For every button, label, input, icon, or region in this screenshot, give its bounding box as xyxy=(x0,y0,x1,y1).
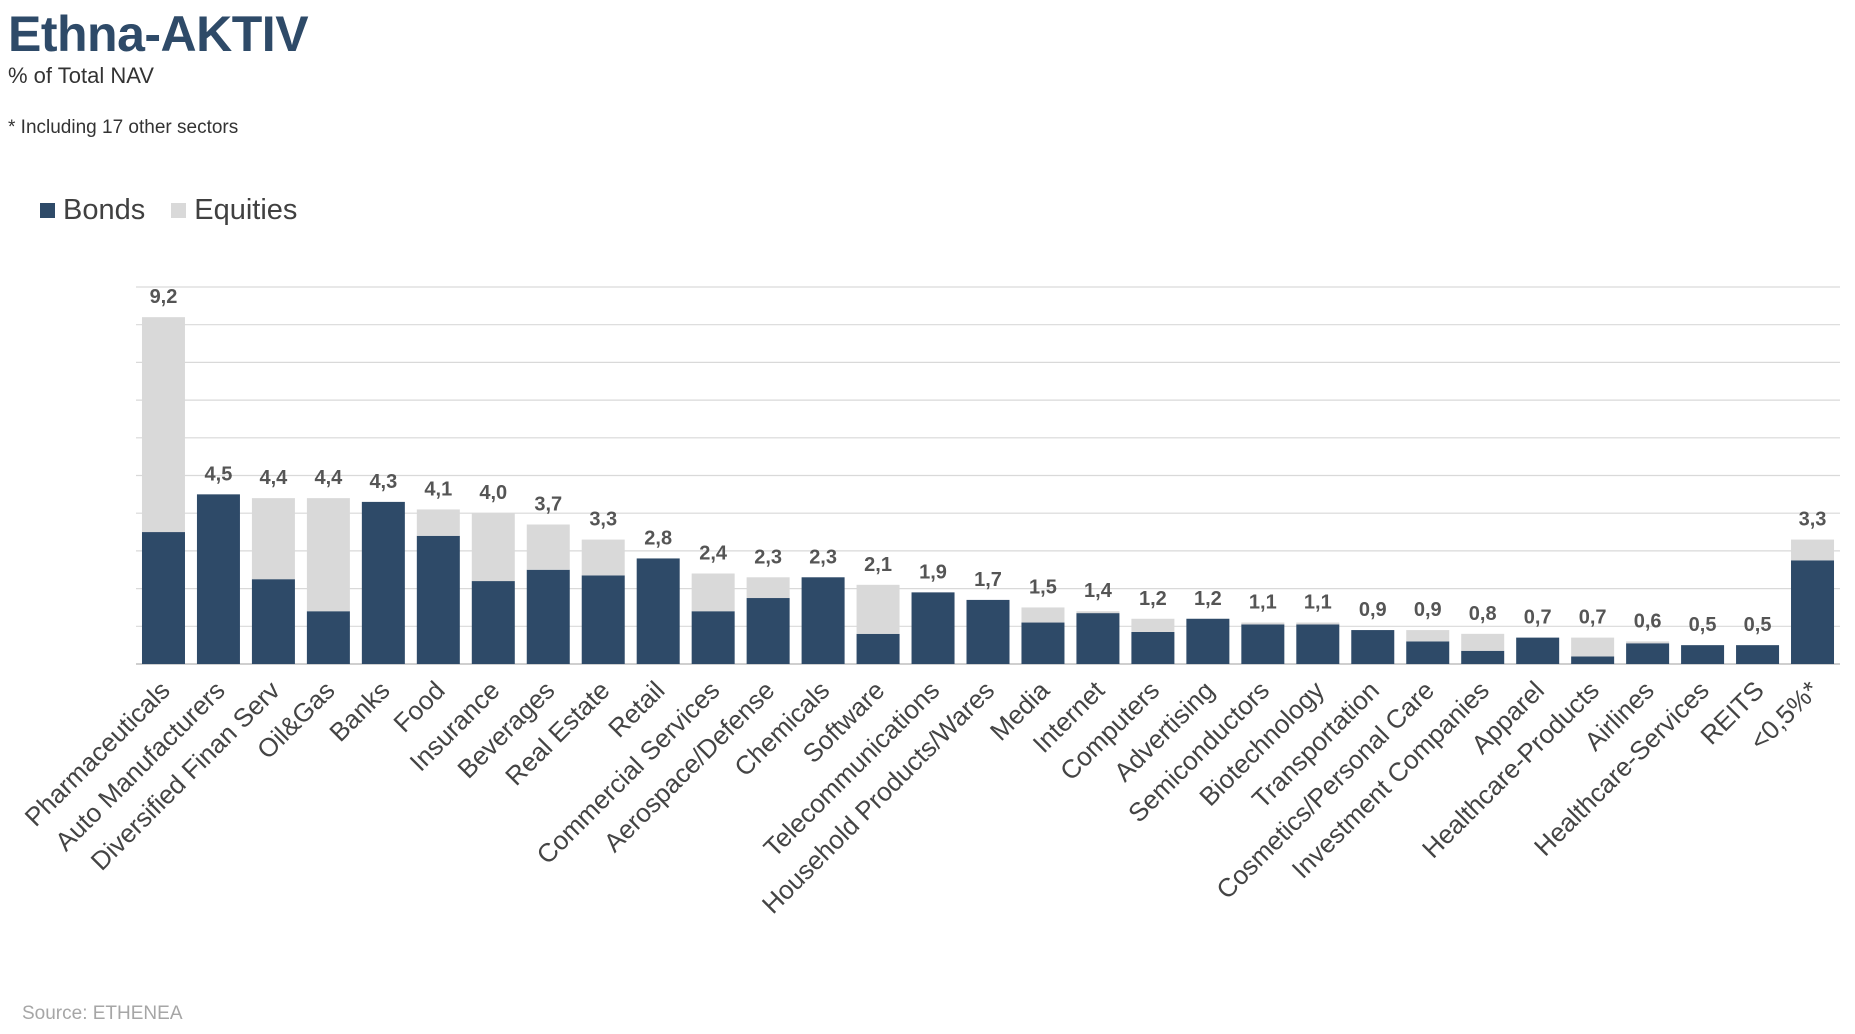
category-label: Banks xyxy=(323,675,395,747)
source-note: Source: ETHENEA xyxy=(22,1003,183,1024)
bar-value-label: 0,5 xyxy=(1689,614,1717,636)
bar-bonds xyxy=(416,535,460,664)
legend-swatch-equities xyxy=(171,203,187,218)
bar-value-label: 0,7 xyxy=(1579,607,1607,629)
legend-item-bonds: Bonds xyxy=(40,194,145,227)
bar-bonds xyxy=(471,581,515,664)
bar-equities xyxy=(141,317,185,533)
bar-equities xyxy=(1021,607,1065,623)
bar-equities xyxy=(691,573,735,612)
bar-equities xyxy=(581,539,625,576)
bar-value-label: 1,9 xyxy=(919,561,947,583)
bar-bonds xyxy=(1516,637,1560,664)
bar-value-label: 0,8 xyxy=(1469,603,1497,625)
bar-equities xyxy=(1296,622,1340,625)
bar-value-label: 4,0 xyxy=(479,482,507,504)
bar-bonds xyxy=(1076,613,1120,664)
bar-value-label: 3,7 xyxy=(534,494,562,516)
legend-swatch-bonds xyxy=(40,203,55,218)
bar-value-label: 4,3 xyxy=(369,471,397,493)
bar-bonds xyxy=(306,611,350,664)
bar-equities xyxy=(1076,611,1120,614)
bar-equities xyxy=(416,509,460,536)
bar-equities xyxy=(526,524,570,570)
bar-value-label: 1,4 xyxy=(1084,580,1113,602)
bar-equities xyxy=(471,513,515,582)
bar-value-label: 3,3 xyxy=(589,509,617,531)
bar-value-label: 4,5 xyxy=(205,463,233,485)
legend-item-equities: Equities xyxy=(171,194,297,227)
bar-value-label: 9,2 xyxy=(150,286,178,308)
bar-bonds xyxy=(1186,618,1230,664)
bar-bonds xyxy=(1351,630,1395,664)
bar-bonds xyxy=(966,599,1010,664)
bar-bonds xyxy=(746,598,790,664)
bar-bonds xyxy=(1021,622,1065,664)
bar-equities xyxy=(1791,539,1835,561)
bar-value-label: 2,1 xyxy=(864,554,892,576)
bar-bonds xyxy=(801,577,845,664)
bar-value-label: 2,8 xyxy=(644,527,672,549)
bar-bonds xyxy=(141,532,185,664)
value-labels: 9,2 4,5 4,4 4,4 4,3 4,1 4,0 3,7 3,3 2,8 2,4 2,3 2,3 2… xyxy=(150,286,1827,636)
bar-equities xyxy=(1626,641,1670,644)
chart-subtitle: % of Total NAV xyxy=(8,63,154,88)
bar-value-label: 0,5 xyxy=(1744,614,1772,636)
bar-value-label: 4,4 xyxy=(314,467,343,489)
bar-value-label: 0,9 xyxy=(1359,599,1387,621)
bar-value-label: 4,1 xyxy=(424,478,452,500)
bar-value-label: 2,3 xyxy=(809,546,837,568)
bar-value-label: 1,7 xyxy=(974,569,1002,591)
bar-equities xyxy=(1131,618,1175,632)
bar-equities xyxy=(746,577,790,599)
bar-bonds xyxy=(1681,645,1725,664)
bar-value-label: 1,1 xyxy=(1249,592,1277,614)
bar-equities xyxy=(1241,622,1285,625)
legend-label-equities: Equities xyxy=(194,194,298,226)
bar-bonds xyxy=(526,569,570,664)
bar-bonds xyxy=(1296,624,1340,664)
bar-equities xyxy=(1571,637,1615,657)
bar-bonds xyxy=(1406,641,1450,664)
bar-value-label: 2,4 xyxy=(699,543,728,565)
bar-bonds xyxy=(691,611,735,664)
bar-equities xyxy=(856,584,900,634)
bar-value-label: 1,5 xyxy=(1029,576,1057,598)
bar-bonds xyxy=(251,579,295,664)
bar-value-label: 1,2 xyxy=(1139,588,1167,610)
bar-value-label: 1,1 xyxy=(1304,592,1332,614)
bar-bonds xyxy=(1241,624,1285,664)
bar-value-label: 0,9 xyxy=(1414,599,1442,621)
bar-value-label: 1,2 xyxy=(1194,588,1222,610)
bar-value-label: 0,7 xyxy=(1524,607,1552,629)
bars xyxy=(141,317,1835,664)
bar-value-label: 0,6 xyxy=(1634,610,1662,632)
legend-label-bonds: Bonds xyxy=(63,194,146,226)
bar-bonds xyxy=(636,558,680,664)
bar-value-label: 3,3 xyxy=(1799,509,1827,531)
bar-bonds xyxy=(361,501,405,664)
chart-legend: Bonds Equities xyxy=(40,194,323,227)
bar-value-label: 2,3 xyxy=(754,546,782,568)
bar-bonds xyxy=(1131,631,1175,664)
bar-bonds xyxy=(196,494,240,664)
bar-equities xyxy=(251,498,295,580)
bar-value-label: 4,4 xyxy=(260,467,289,489)
bar-bonds xyxy=(1736,645,1780,664)
bar-bonds xyxy=(1571,656,1615,664)
bar-bonds xyxy=(581,575,625,664)
chart-title: Ethna-AKTIV xyxy=(8,6,309,62)
bar-bonds xyxy=(1791,560,1835,664)
bar-bonds xyxy=(911,592,955,664)
bar-equities xyxy=(1461,633,1505,651)
bar-equities xyxy=(306,498,350,612)
bar-bonds xyxy=(856,633,900,664)
bar-bonds xyxy=(1461,650,1505,664)
chart-footnote: * Including 17 other sectors xyxy=(8,117,239,138)
bar-equities xyxy=(1406,630,1450,642)
bar-bonds xyxy=(1626,643,1670,664)
